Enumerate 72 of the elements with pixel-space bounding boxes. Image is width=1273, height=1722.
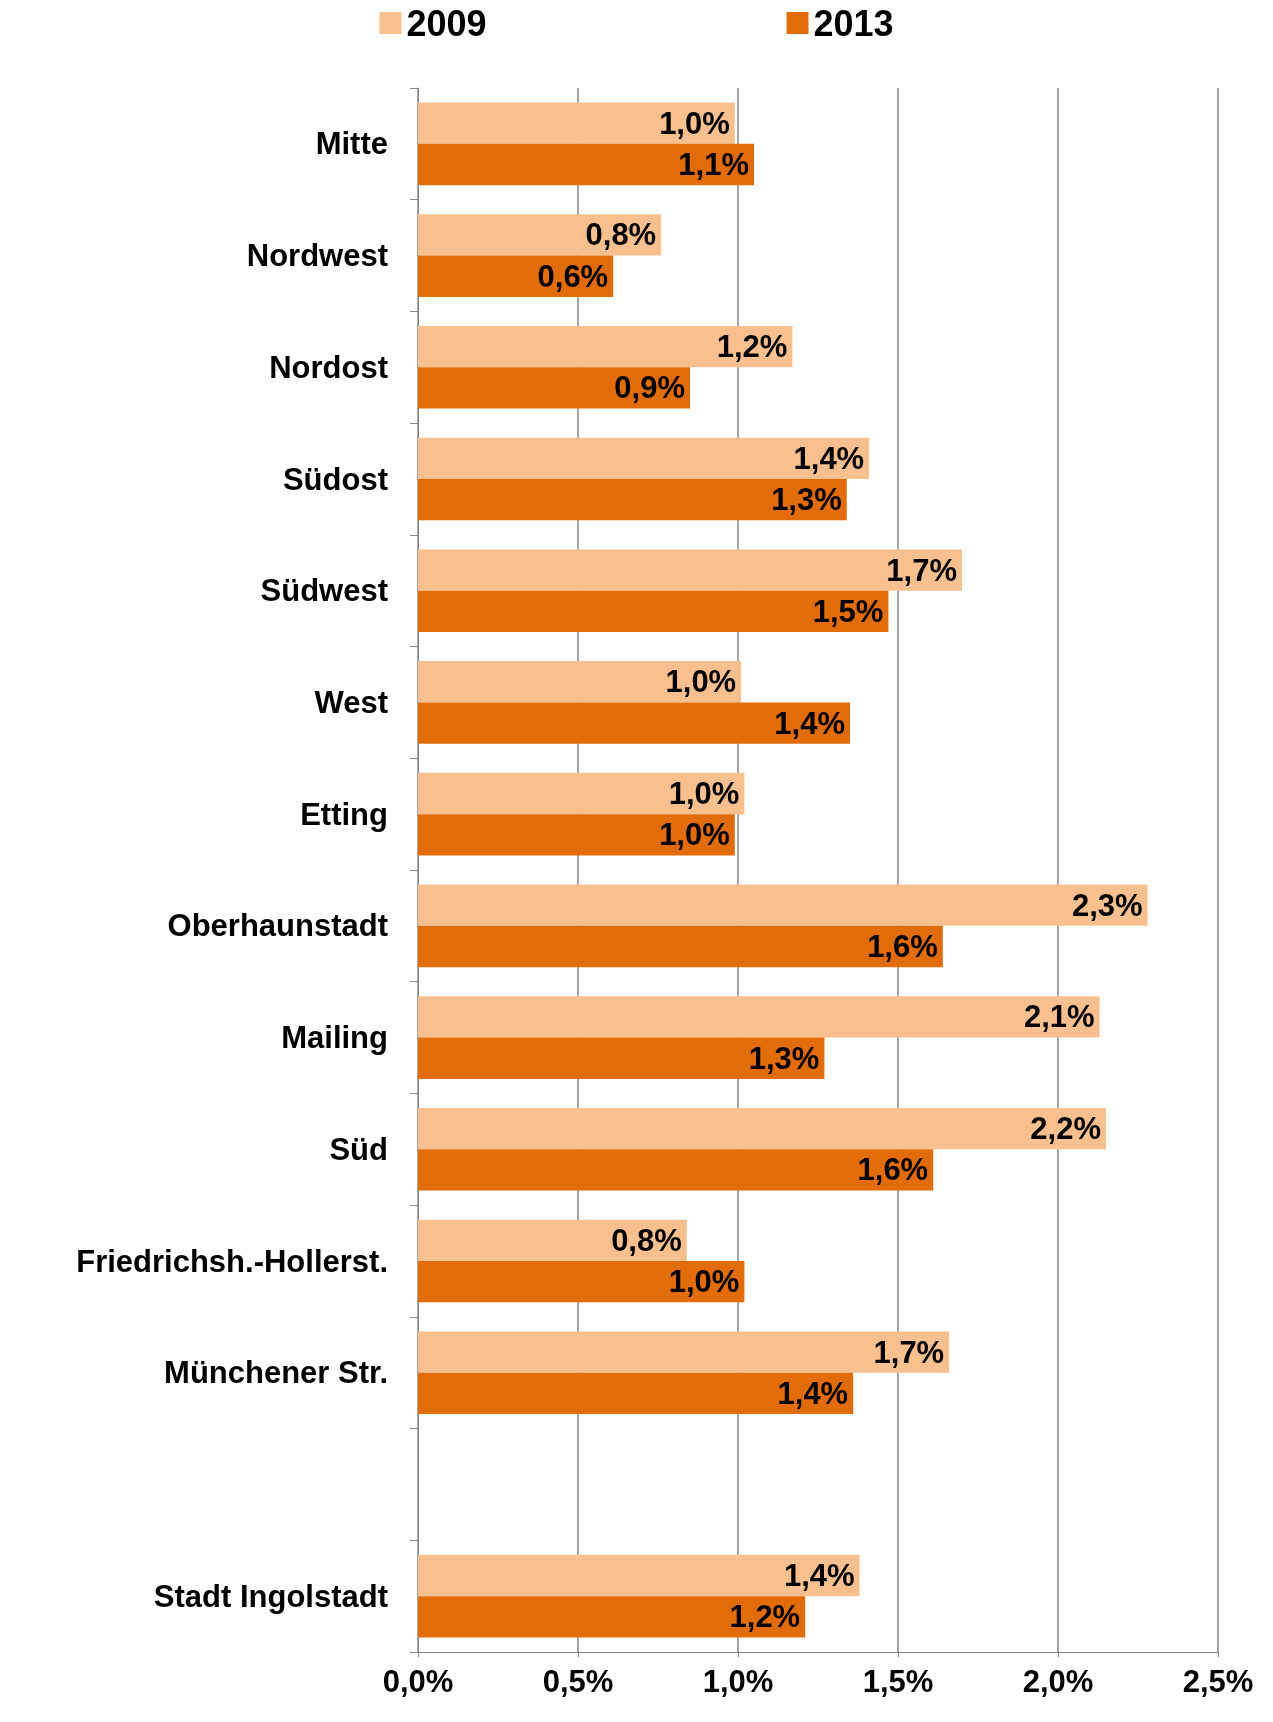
legend-label: 2009 xyxy=(406,2,487,44)
data-label: 0,8% xyxy=(585,217,657,253)
y-tick-label: Oberhaunstadt xyxy=(167,908,388,944)
data-label: 1,7% xyxy=(886,552,957,588)
bar xyxy=(418,996,1100,1038)
data-label: 1,2% xyxy=(716,329,788,365)
data-label: 1,4% xyxy=(774,705,845,741)
bar xyxy=(418,1261,745,1303)
y-tick-label: Nordost xyxy=(269,349,388,385)
y-tick-label: Mailing xyxy=(281,1020,388,1056)
data-label: 1,3% xyxy=(748,1040,820,1076)
data-label: 1,2% xyxy=(729,1599,801,1635)
y-tick-label: Mitte xyxy=(315,126,388,162)
bar xyxy=(418,1372,854,1415)
x-tick-label: 0,5% xyxy=(542,1664,614,1699)
bar xyxy=(418,437,870,479)
data-label: 2,1% xyxy=(1023,999,1095,1035)
bar xyxy=(418,1554,860,1597)
bar xyxy=(418,590,889,633)
bar xyxy=(418,214,662,256)
bar xyxy=(418,479,847,521)
data-label: 1,6% xyxy=(867,929,938,965)
data-label: 1,1% xyxy=(678,147,749,183)
bar xyxy=(418,925,943,968)
y-tick-label: Friedrichsh.-Hollerst. xyxy=(76,1243,388,1279)
y-tick-label: West xyxy=(314,684,388,720)
bar xyxy=(418,1596,806,1638)
y-tick-label: Südwest xyxy=(260,573,388,609)
data-label: 1,6% xyxy=(857,1152,929,1188)
data-label: 1,3% xyxy=(771,482,842,518)
y-tick-label: Süd xyxy=(329,1131,388,1167)
x-tick-label: 2,0% xyxy=(1022,1664,1094,1699)
bar xyxy=(418,325,793,368)
data-label: 1,0% xyxy=(665,664,737,700)
y-tick-label: Nordwest xyxy=(246,238,388,274)
y-tick-label: Münchener Str. xyxy=(164,1355,388,1391)
data-label: 1,0% xyxy=(668,1264,740,1300)
x-tick-label: 0,0% xyxy=(382,1664,454,1699)
bar xyxy=(418,814,735,856)
data-label: 1,4% xyxy=(793,440,865,476)
bar xyxy=(418,1107,1106,1150)
x-tick-label: 1,0% xyxy=(702,1664,774,1699)
y-tick-label: Stadt Ingolstadt xyxy=(153,1578,388,1614)
bar xyxy=(418,367,690,409)
bar xyxy=(418,549,962,591)
data-label: 0,9% xyxy=(614,370,685,406)
legend-label: 2013 xyxy=(813,2,894,44)
data-label: 0,6% xyxy=(537,258,609,294)
bar xyxy=(418,1149,934,1191)
data-label: 1,4% xyxy=(783,1557,855,1593)
data-label: 1,0% xyxy=(659,105,730,141)
data-label: 1,7% xyxy=(873,1334,945,1370)
bar xyxy=(418,772,745,815)
bar xyxy=(418,702,850,744)
data-label: 0,8% xyxy=(611,1222,682,1258)
x-tick-label: 1,5% xyxy=(862,1664,934,1699)
bar xyxy=(418,661,742,703)
bar xyxy=(418,1219,687,1261)
data-label: 2,2% xyxy=(1030,1111,1101,1147)
bar xyxy=(418,1037,825,1079)
bar xyxy=(418,884,1148,926)
data-label: 1,5% xyxy=(812,593,884,629)
data-label: 1,4% xyxy=(777,1375,849,1411)
bar xyxy=(418,102,735,144)
data-label: 1,0% xyxy=(659,817,730,853)
bar xyxy=(418,1331,950,1373)
y-tick-label: Südost xyxy=(282,461,388,497)
x-tick-label: 2,5% xyxy=(1182,1664,1254,1699)
bar xyxy=(418,143,754,186)
data-label: 1,0% xyxy=(668,775,740,811)
data-label: 2,3% xyxy=(1071,887,1143,923)
y-tick-label: Etting xyxy=(300,796,388,832)
